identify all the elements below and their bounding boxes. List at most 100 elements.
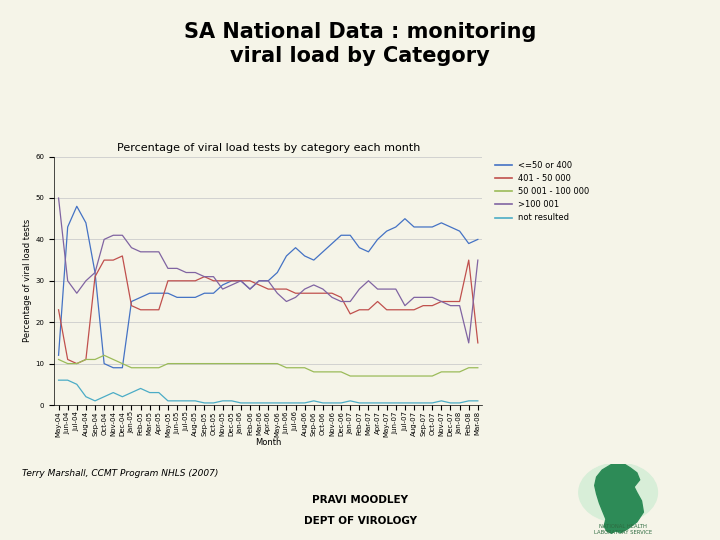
not resulted bbox=[255, 400, 264, 406]
401 - 50 000 bbox=[109, 257, 117, 264]
401 - 50 000 bbox=[218, 278, 227, 284]
not resulted bbox=[100, 394, 109, 400]
>100 001 bbox=[118, 232, 127, 239]
not resulted bbox=[300, 400, 309, 406]
>100 001 bbox=[355, 286, 364, 292]
401 - 50 000 bbox=[446, 298, 455, 305]
50 001 - 100 000 bbox=[337, 369, 346, 375]
<=50 or 400 bbox=[346, 232, 354, 239]
<=50 or 400 bbox=[446, 224, 455, 230]
>100 001 bbox=[54, 195, 63, 201]
50 001 - 100 000 bbox=[173, 360, 181, 367]
50 001 - 100 000 bbox=[318, 369, 327, 375]
401 - 50 000 bbox=[200, 273, 209, 280]
<=50 or 400 bbox=[54, 352, 63, 359]
50 001 - 100 000 bbox=[373, 373, 382, 379]
not resulted bbox=[273, 400, 282, 406]
<=50 or 400 bbox=[73, 203, 81, 210]
>100 001 bbox=[410, 294, 418, 301]
<=50 or 400 bbox=[81, 220, 90, 226]
401 - 50 000 bbox=[136, 307, 145, 313]
not resulted bbox=[118, 394, 127, 400]
>100 001 bbox=[382, 286, 391, 292]
not resulted bbox=[428, 400, 436, 406]
Line: 50 001 - 100 000: 50 001 - 100 000 bbox=[58, 355, 478, 376]
<=50 or 400 bbox=[100, 360, 109, 367]
>100 001 bbox=[474, 257, 482, 264]
<=50 or 400 bbox=[310, 257, 318, 264]
not resulted bbox=[355, 400, 364, 406]
Line: >100 001: >100 001 bbox=[58, 198, 478, 343]
<=50 or 400 bbox=[63, 224, 72, 230]
50 001 - 100 000 bbox=[182, 360, 191, 367]
>100 001 bbox=[273, 290, 282, 296]
<=50 or 400 bbox=[246, 286, 254, 292]
not resulted bbox=[81, 394, 90, 400]
50 001 - 100 000 bbox=[455, 369, 464, 375]
>100 001 bbox=[328, 294, 336, 301]
not resulted bbox=[264, 400, 272, 406]
not resulted bbox=[400, 400, 409, 406]
50 001 - 100 000 bbox=[237, 360, 246, 367]
>100 001 bbox=[337, 298, 346, 305]
401 - 50 000 bbox=[155, 307, 163, 313]
401 - 50 000 bbox=[282, 286, 291, 292]
401 - 50 000 bbox=[437, 298, 446, 305]
not resulted bbox=[237, 400, 246, 406]
401 - 50 000 bbox=[264, 286, 272, 292]
401 - 50 000 bbox=[145, 307, 154, 313]
not resulted bbox=[136, 385, 145, 392]
50 001 - 100 000 bbox=[264, 360, 272, 367]
<=50 or 400 bbox=[182, 294, 191, 301]
>100 001 bbox=[109, 232, 117, 239]
401 - 50 000 bbox=[373, 298, 382, 305]
<=50 or 400 bbox=[437, 220, 446, 226]
>100 001 bbox=[346, 298, 354, 305]
>100 001 bbox=[100, 236, 109, 242]
>100 001 bbox=[91, 269, 99, 276]
50 001 - 100 000 bbox=[400, 373, 409, 379]
401 - 50 000 bbox=[173, 278, 181, 284]
>100 001 bbox=[464, 340, 473, 346]
>100 001 bbox=[81, 278, 90, 284]
401 - 50 000 bbox=[91, 273, 99, 280]
50 001 - 100 000 bbox=[255, 360, 264, 367]
<=50 or 400 bbox=[474, 236, 482, 242]
>100 001 bbox=[300, 286, 309, 292]
50 001 - 100 000 bbox=[392, 373, 400, 379]
50 001 - 100 000 bbox=[210, 360, 218, 367]
not resulted bbox=[464, 397, 473, 404]
401 - 50 000 bbox=[255, 282, 264, 288]
Legend: <=50 or 400, 401 - 50 000, 50 001 - 100 000, >100 001, not resulted: <=50 or 400, 401 - 50 000, 50 001 - 100 … bbox=[495, 161, 590, 222]
50 001 - 100 000 bbox=[155, 364, 163, 371]
>100 001 bbox=[155, 248, 163, 255]
X-axis label: Month: Month bbox=[255, 438, 282, 447]
not resulted bbox=[446, 400, 455, 406]
>100 001 bbox=[210, 273, 218, 280]
not resulted bbox=[163, 397, 172, 404]
401 - 50 000 bbox=[474, 340, 482, 346]
>100 001 bbox=[264, 278, 272, 284]
401 - 50 000 bbox=[191, 278, 199, 284]
50 001 - 100 000 bbox=[300, 364, 309, 371]
not resulted bbox=[182, 397, 191, 404]
>100 001 bbox=[73, 290, 81, 296]
401 - 50 000 bbox=[73, 360, 81, 367]
>100 001 bbox=[364, 278, 373, 284]
>100 001 bbox=[282, 298, 291, 305]
not resulted bbox=[382, 400, 391, 406]
<=50 or 400 bbox=[210, 290, 218, 296]
not resulted bbox=[91, 397, 99, 404]
<=50 or 400 bbox=[136, 294, 145, 301]
401 - 50 000 bbox=[210, 278, 218, 284]
<=50 or 400 bbox=[255, 278, 264, 284]
not resulted bbox=[410, 400, 418, 406]
<=50 or 400 bbox=[200, 290, 209, 296]
not resulted bbox=[228, 397, 236, 404]
<=50 or 400 bbox=[410, 224, 418, 230]
not resulted bbox=[373, 400, 382, 406]
<=50 or 400 bbox=[228, 278, 236, 284]
50 001 - 100 000 bbox=[328, 369, 336, 375]
not resulted bbox=[127, 389, 136, 396]
<=50 or 400 bbox=[282, 253, 291, 259]
